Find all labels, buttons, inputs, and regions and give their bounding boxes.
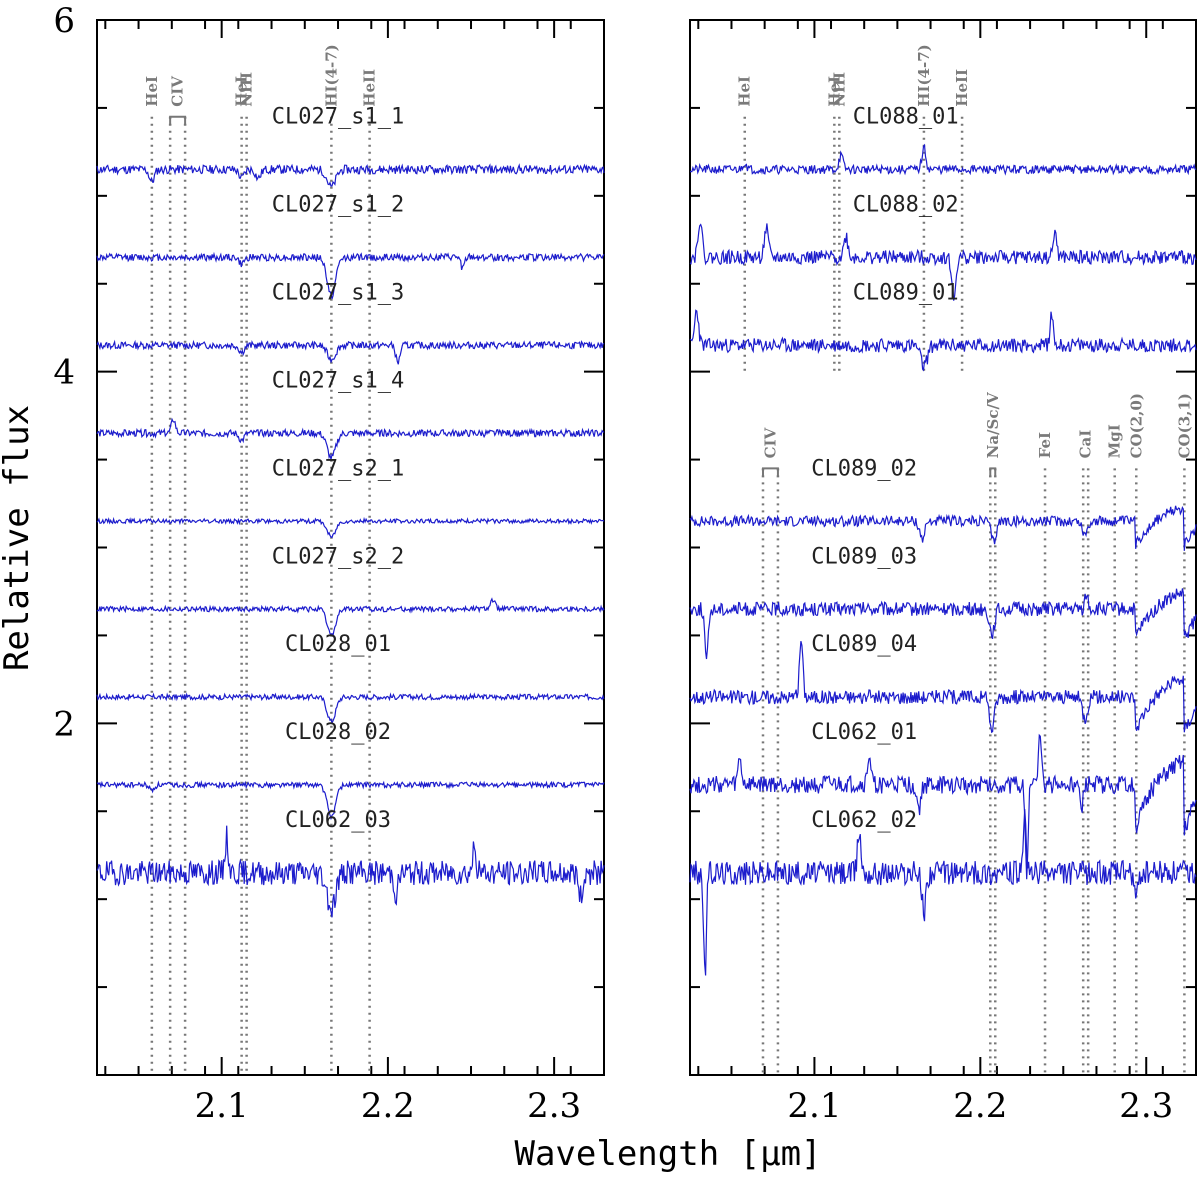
spectrum-label: CL027_s2_1: [272, 456, 404, 481]
spectrum-line: [689, 641, 1197, 734]
line-marker-label: MgI: [1106, 424, 1124, 458]
x-tick-label: 2.2: [953, 1086, 1007, 1126]
spectrum-line: [689, 588, 1197, 660]
spectrum-label: CL028_02: [285, 720, 391, 745]
spectrum-line: [96, 597, 605, 638]
y-tick-label: 4: [53, 353, 75, 393]
line-marker-label: HeII: [361, 69, 379, 107]
y-tick-label: 6: [53, 1, 75, 41]
spectrum-line: [96, 417, 605, 460]
spectrum-label: CL027_s1_2: [272, 193, 404, 218]
line-marker-label: HI(4-7): [915, 44, 933, 106]
spectrum-line: [689, 733, 1197, 880]
spectrum-label: CL027_s1_4: [272, 368, 404, 393]
spectrum-label: CL027_s1_1: [272, 105, 404, 130]
spectrum-line: [689, 223, 1197, 301]
x-tick-label: 2.3: [1119, 1086, 1173, 1126]
x-tick-label: 2.1: [787, 1086, 841, 1126]
line-marker-label: CO(3,1): [1175, 393, 1193, 458]
spectrum-line: [96, 516, 605, 539]
spectrum-label: CL027_s2_2: [272, 544, 404, 569]
line-marker-label: CaI: [1077, 430, 1095, 459]
line-marker-label: HeI: [736, 76, 754, 107]
spectrum-label: CL089_01: [853, 281, 959, 306]
y-axis-title: Relative flux: [0, 405, 37, 671]
x-tick-label: 2.3: [527, 1086, 581, 1126]
marker-bracket: [989, 467, 997, 477]
line-marker-label: HeI: [825, 76, 843, 107]
spectrum-label: CL088_02: [853, 193, 959, 218]
spectrum-label: CL027_s1_3: [272, 281, 404, 306]
spectrum-label: CL062_03: [285, 808, 391, 833]
spectrum-label: CL062_02: [811, 808, 917, 833]
line-marker-label: HeI: [233, 76, 251, 107]
spectrum-line: [689, 505, 1197, 551]
line-marker-label: HI(4-7): [322, 44, 340, 106]
spectrum-line: [96, 825, 605, 918]
spectrum-line: [689, 809, 1197, 976]
marker-bracket: [761, 467, 779, 477]
spectrum-label: CL089_02: [811, 456, 917, 481]
line-marker-label: NIII: [830, 72, 848, 107]
line-marker-label: NIII: [238, 72, 256, 107]
spectrum-line: [96, 251, 605, 300]
line-marker-label: CO(2,0): [1127, 393, 1145, 458]
spectrum-line: [689, 143, 1197, 176]
line-marker-label: HeI: [143, 76, 161, 107]
line-marker-label: HeII: [953, 69, 971, 107]
line-marker-label: Na/Sc/V: [984, 392, 1002, 458]
spectrum-line: [96, 692, 605, 725]
marker-bracket: [169, 115, 187, 125]
line-marker-label: FeI: [1036, 432, 1054, 458]
spectrum-label: CL089_03: [811, 544, 917, 569]
spectrum-line: [96, 339, 605, 365]
line-marker-label: CIV: [169, 76, 187, 107]
spectrum-line: [689, 309, 1197, 372]
x-axis-title: Wavelength [μm]: [514, 1134, 821, 1174]
spectrum-line: [96, 780, 605, 821]
plot-frame: [689, 19, 1197, 1076]
x-tick-label: 2.1: [195, 1086, 249, 1126]
x-tick-label: 2.2: [361, 1086, 415, 1126]
spectrum-label: CL028_01: [285, 632, 391, 657]
spectrum-label: CL088_01: [853, 105, 959, 130]
y-tick-label: 2: [53, 704, 75, 744]
spectrum-label: CL089_04: [811, 632, 917, 657]
line-marker-label: CIV: [761, 427, 779, 458]
spectrum-line: [96, 163, 605, 187]
spectrum-label: CL062_01: [811, 720, 917, 745]
